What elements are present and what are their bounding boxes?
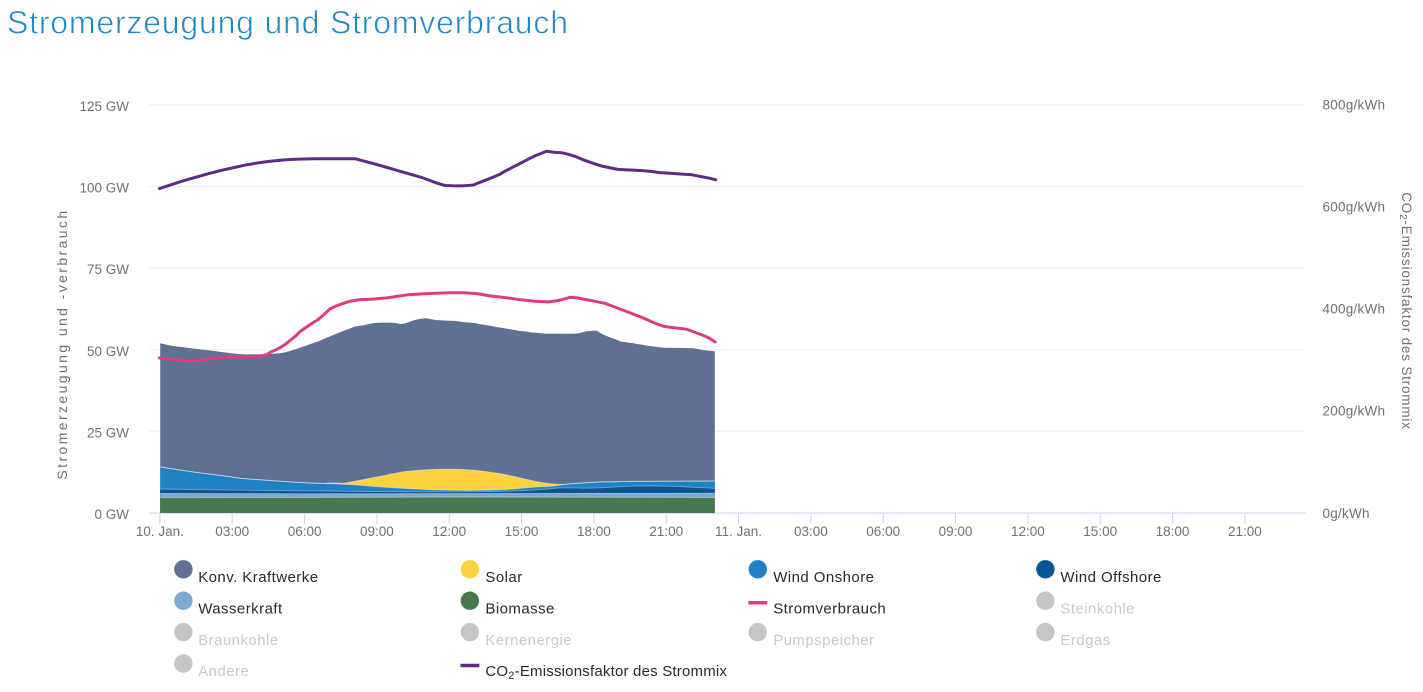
svg-text:18:00: 18:00 <box>577 524 611 539</box>
svg-text:15:00: 15:00 <box>505 524 539 539</box>
svg-text:800g/kWh: 800g/kWh <box>1323 97 1386 112</box>
svg-text:Braunkohle: Braunkohle <box>198 632 278 649</box>
svg-text:125 GW: 125 GW <box>79 99 129 114</box>
svg-text:Stromerzeugung und -verbrauch: Stromerzeugung und -verbrauch <box>54 208 70 479</box>
svg-text:75 GW: 75 GW <box>87 262 129 277</box>
svg-text:200g/kWh: 200g/kWh <box>1323 404 1386 419</box>
svg-text:Stromerzeugung und Stromverbra: Stromerzeugung und Stromverbrauch <box>7 5 569 41</box>
svg-text:100 GW: 100 GW <box>79 181 129 196</box>
svg-text:06:00: 06:00 <box>288 524 322 539</box>
svg-text:06:00: 06:00 <box>866 524 900 539</box>
svg-text:0 GW: 0 GW <box>94 507 129 522</box>
svg-text:CO2-Emissionsfaktor des Stromm: CO2-Emissionsfaktor des Strommix <box>1397 192 1414 429</box>
svg-text:Wind Onshore: Wind Onshore <box>773 569 874 586</box>
svg-text:50 GW: 50 GW <box>87 344 129 359</box>
svg-text:10. Jan.: 10. Jan. <box>136 524 184 539</box>
svg-text:09:00: 09:00 <box>939 524 973 539</box>
svg-text:CO2-Emissionsfaktor des Stromm: CO2-Emissionsfaktor des Strommix <box>485 663 727 682</box>
svg-text:600g/kWh: 600g/kWh <box>1323 200 1386 215</box>
svg-text:Solar: Solar <box>485 569 522 586</box>
svg-text:Steinkohle: Steinkohle <box>1060 600 1135 617</box>
svg-text:Stromverbrauch: Stromverbrauch <box>773 600 886 617</box>
svg-text:Wind Offshore: Wind Offshore <box>1060 569 1161 586</box>
svg-text:Pumpspeicher: Pumpspeicher <box>773 632 874 649</box>
svg-text:0g/kWh: 0g/kWh <box>1323 506 1370 521</box>
svg-text:03:00: 03:00 <box>215 524 249 539</box>
svg-text:12:00: 12:00 <box>432 524 466 539</box>
svg-text:Konv. Kraftwerke: Konv. Kraftwerke <box>198 569 318 586</box>
svg-text:12:00: 12:00 <box>1011 524 1045 539</box>
svg-text:Andere: Andere <box>198 663 249 680</box>
svg-text:Biomasse: Biomasse <box>485 600 554 617</box>
svg-text:09:00: 09:00 <box>360 524 394 539</box>
svg-text:18:00: 18:00 <box>1156 524 1190 539</box>
svg-text:11. Jan.: 11. Jan. <box>715 524 762 539</box>
svg-text:21:00: 21:00 <box>1228 524 1262 539</box>
svg-text:400g/kWh: 400g/kWh <box>1323 302 1386 317</box>
svg-text:15:00: 15:00 <box>1083 524 1117 539</box>
svg-text:Wasserkraft: Wasserkraft <box>198 600 283 617</box>
svg-text:Erdgas: Erdgas <box>1060 632 1110 649</box>
svg-text:25 GW: 25 GW <box>87 426 129 441</box>
svg-text:03:00: 03:00 <box>794 524 828 539</box>
svg-text:21:00: 21:00 <box>649 524 683 539</box>
svg-text:Kernenergie: Kernenergie <box>485 632 572 649</box>
